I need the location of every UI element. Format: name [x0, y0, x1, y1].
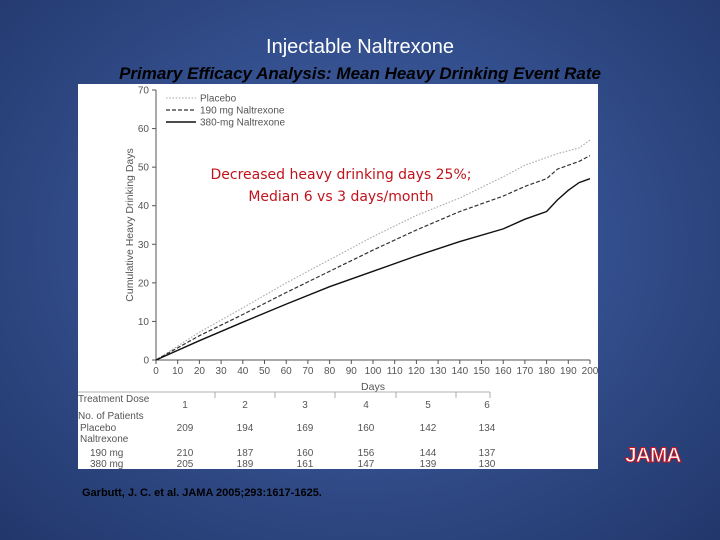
x-tick-label: 60	[281, 366, 293, 377]
table-cell: 187	[237, 448, 254, 459]
chart-figure: 0 10 20 30 40 50 60 70 0 10 20 30 40 50 60 70 80 90 100 110…	[78, 84, 598, 469]
x-tick-label: 140	[451, 366, 468, 377]
table-cell: 210	[177, 448, 194, 459]
table-dose-label: 6	[484, 400, 490, 411]
x-tick-label: 170	[517, 366, 534, 377]
x-tick-label: 100	[365, 366, 382, 377]
table-cell: 134	[479, 423, 496, 434]
table-header-label: Treatment Dose	[78, 394, 150, 405]
x-tick-label: 20	[194, 366, 206, 377]
series-line-2	[155, 155, 591, 361]
line-chart: 0 10 20 30 40 50 60 70 0 10 20 30 40 50 60 70 80 90 100 110…	[78, 86, 598, 469]
x-tick-label: 190	[560, 366, 577, 377]
y-tick-label: 50	[138, 163, 150, 174]
x-tick-label: 30	[216, 366, 228, 377]
table-dose-label: 5	[425, 400, 431, 411]
table-row-label: Placebo	[80, 423, 117, 434]
x-tick-label: 10	[172, 366, 184, 377]
x-tick-label: 70	[302, 366, 314, 377]
table-cell: 194	[237, 423, 254, 434]
y-tick-label: 40	[138, 201, 150, 212]
callout-text: Decreased heavy drinking days 25%; Media…	[196, 164, 486, 208]
table-cell: 189	[237, 459, 254, 469]
x-tick-label: 150	[473, 366, 490, 377]
table-cell: 139	[420, 459, 437, 469]
table-dose-label: 2	[242, 400, 248, 411]
table-cell: 205	[177, 459, 194, 469]
x-tick-label: 90	[346, 366, 358, 377]
table-dose-label: 4	[363, 400, 369, 411]
table-cell: 137	[479, 448, 496, 459]
x-tick-label: 120	[408, 366, 425, 377]
callout-line-1: Decreased heavy drinking days 25%;	[210, 167, 472, 183]
table-cell: 161	[297, 459, 314, 469]
series-line-3	[155, 178, 591, 361]
y-axis-label: Cumulative Heavy Drinking Days	[124, 148, 136, 301]
table-cell: 147	[358, 459, 375, 469]
slide-title: Injectable Naltrexone	[266, 36, 454, 58]
table-row-label: 380 mg	[90, 459, 123, 469]
table-cell: 160	[297, 448, 314, 459]
table-cell: 130	[479, 459, 496, 469]
table-row-label: Naltrexone	[80, 434, 129, 445]
legend-label: 380-mg Naltrexone	[200, 118, 285, 129]
legend-label: 190 mg Naltrexone	[200, 106, 285, 117]
y-tick-label: 0	[143, 356, 149, 367]
x-tick-label: 130	[430, 366, 447, 377]
table-cell: 156	[358, 448, 375, 459]
x-tick-label: 180	[538, 366, 555, 377]
x-tick-label: 110	[387, 366, 403, 377]
table-dose-label: 1	[182, 400, 188, 411]
table-cell: 160	[358, 423, 375, 434]
x-tick-label: 80	[324, 366, 336, 377]
y-tick-label: 20	[138, 278, 150, 289]
y-tick-label: 70	[138, 86, 150, 97]
jama-logo: JAMA	[625, 444, 682, 468]
x-tick-label: 50	[259, 366, 271, 377]
legend-label: Placebo	[200, 94, 237, 105]
table-cell: 144	[420, 448, 437, 459]
table-cell: 142	[420, 423, 437, 434]
x-tick-label: 0	[153, 366, 159, 377]
x-axis-label: Days	[361, 381, 385, 393]
x-tick-label: 200	[582, 366, 598, 377]
table-cell: 209	[177, 423, 194, 434]
table-cell: 169	[297, 423, 314, 434]
y-tick-label: 30	[138, 240, 150, 251]
slide-subtitle: Primary Efficacy Analysis: Mean Heavy Dr…	[119, 64, 601, 83]
table-patients-label: No. of Patients	[78, 411, 144, 422]
y-tick-label: 10	[138, 317, 150, 328]
x-tick-label: 160	[495, 366, 512, 377]
y-tick-label: 60	[138, 124, 150, 135]
x-tick-label: 40	[237, 366, 249, 377]
table-dose-label: 3	[302, 400, 308, 411]
table-row-label: 190 mg	[90, 448, 123, 459]
citation: Garbutt, J. C. et al. JAMA 2005;293:1617…	[82, 487, 322, 499]
callout-line-2: Median 6 vs 3 days/month	[248, 189, 434, 205]
